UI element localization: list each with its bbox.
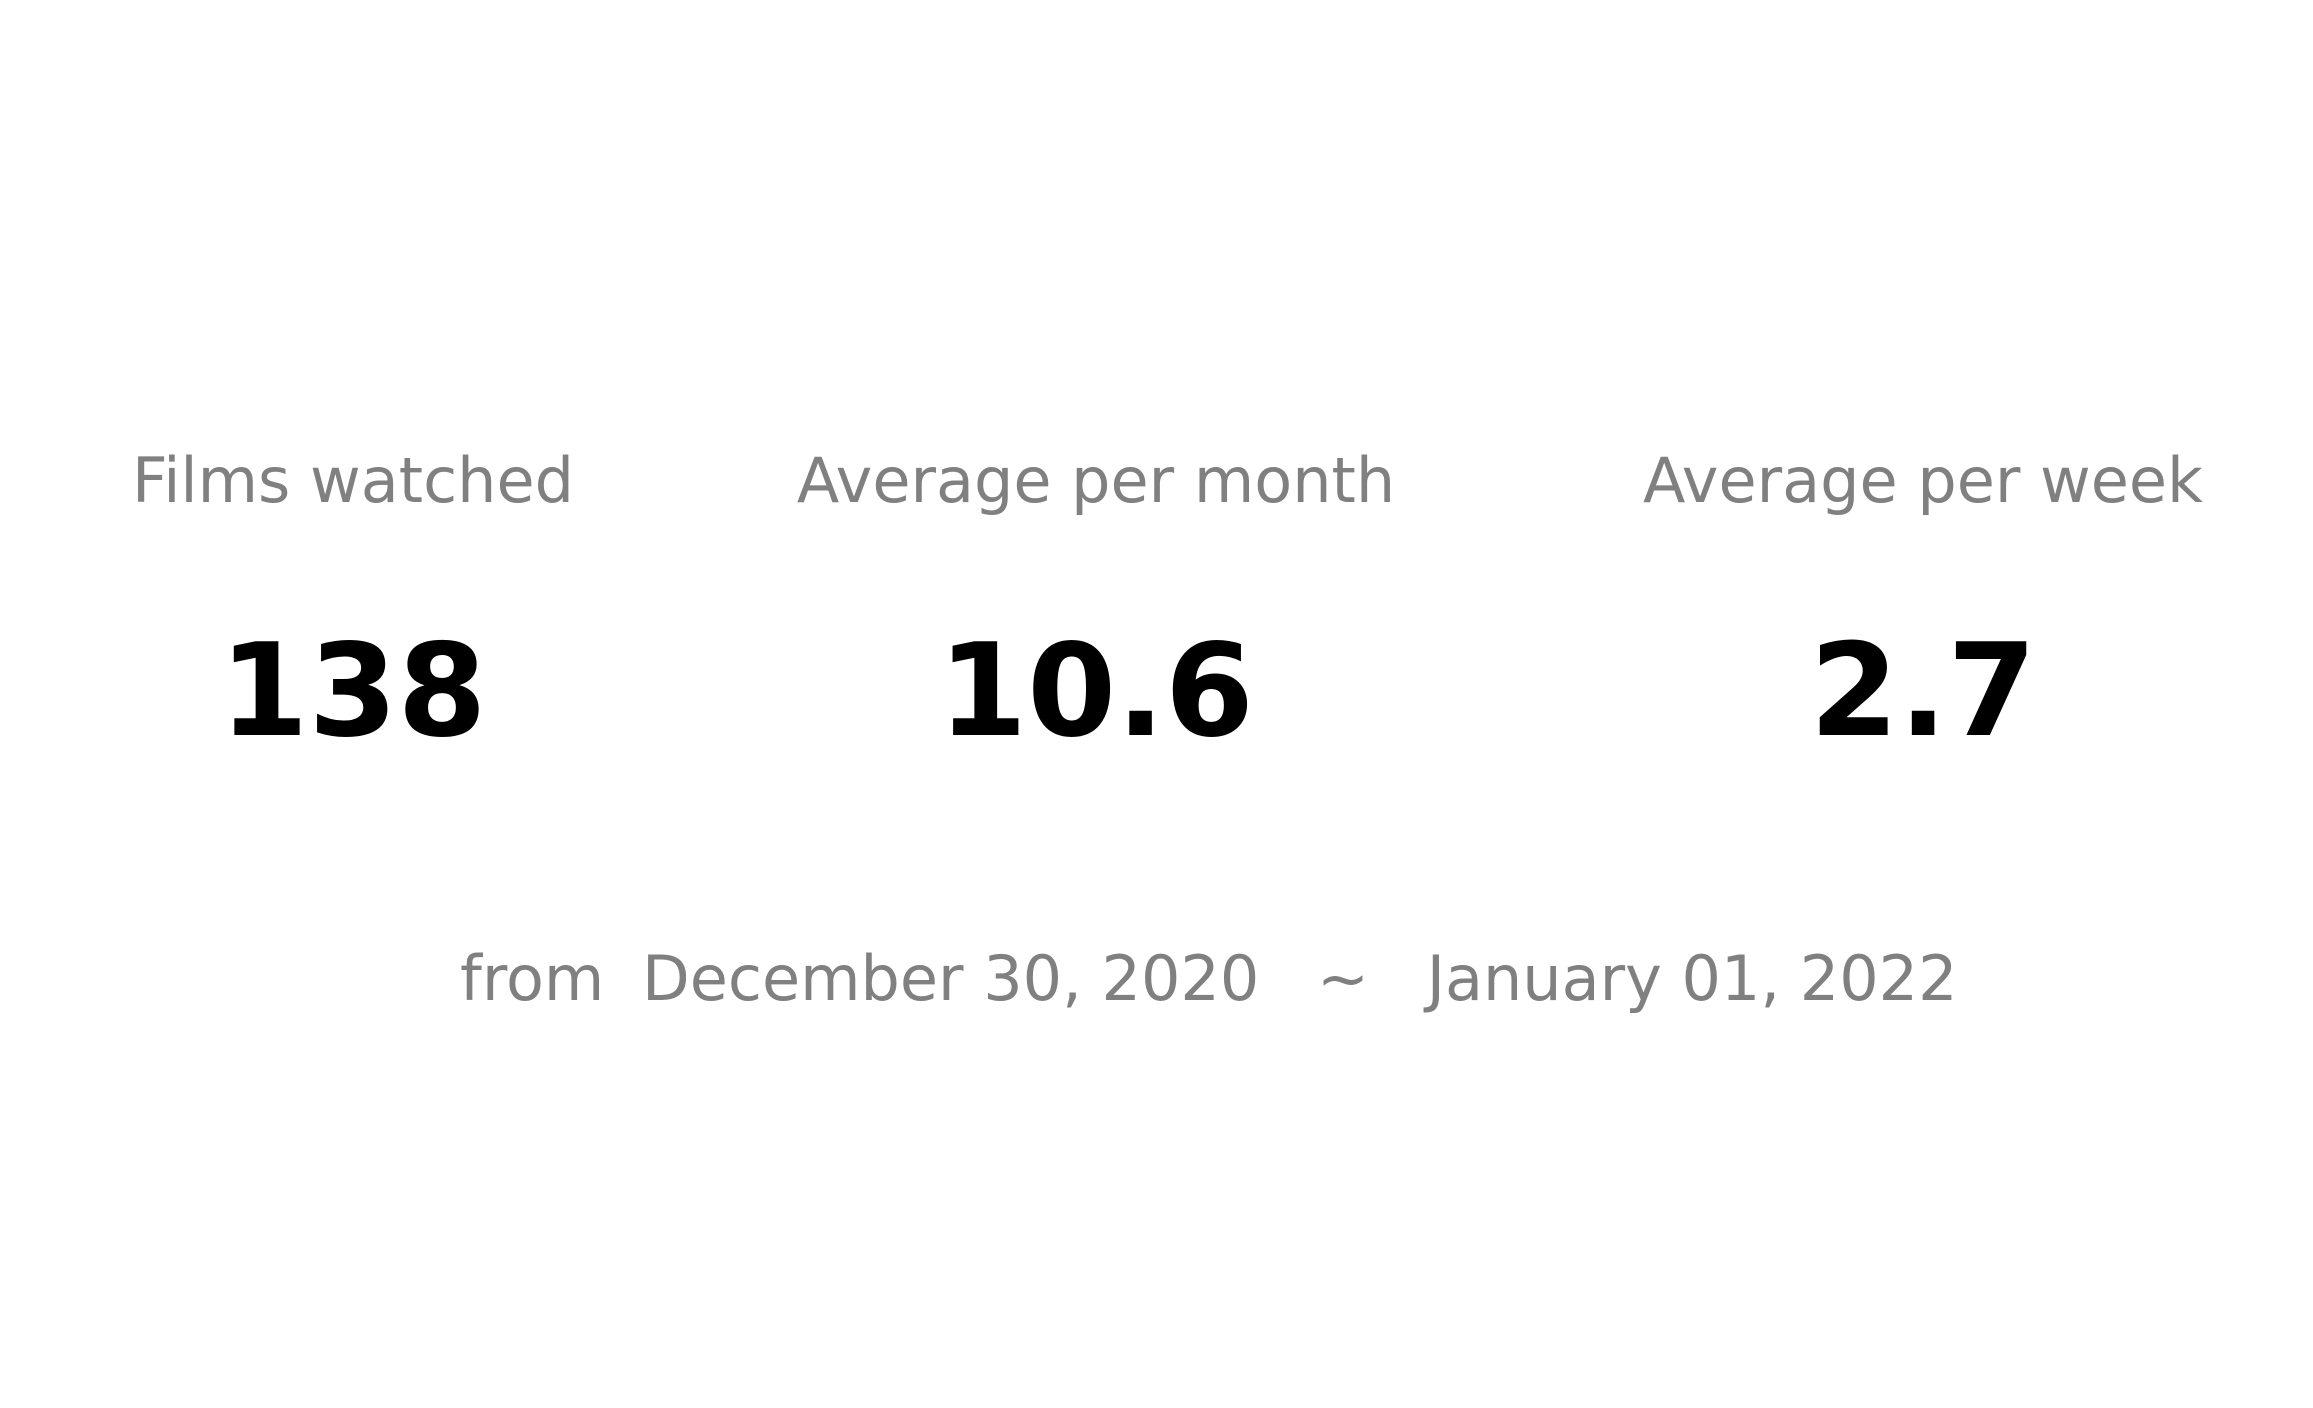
date-range-end: January 01, 2022 [1426,942,1958,1015]
date-range-start: December 30, 2020 [642,942,1260,1015]
date-range-separator: ~ [1317,942,1369,1015]
stat-label: Average per week [1643,444,2203,517]
stat-value: 138 [219,617,487,766]
stat-label: Films watched [132,444,574,517]
stat-value: 10.6 [938,617,1254,766]
stat-label: Average per month [796,444,1396,517]
date-range-prefix: from [460,942,605,1015]
date-range: from December 30, 2020 ~ January 01, 202… [460,948,1958,1010]
stat-value: 2.7 [1809,617,2037,766]
